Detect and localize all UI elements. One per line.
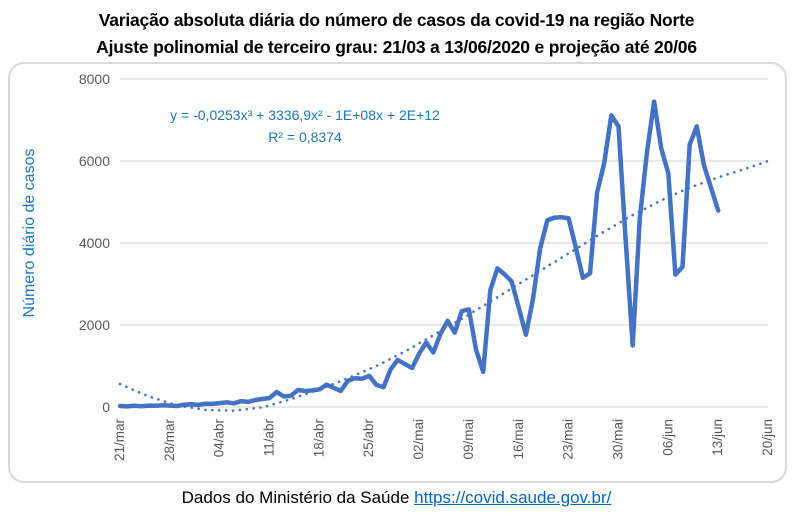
x-tick-label: 04/abr (212, 418, 227, 457)
cases-series-line (117, 99, 721, 409)
x-tick-label: 11/abr (262, 419, 277, 457)
x-tick-label: 09/mai (461, 419, 476, 460)
x-tick-label: 20/jun (760, 419, 775, 456)
x-tick-label: 23/mai (561, 419, 576, 460)
source-link[interactable]: https://covid.saude.gov.br/ (414, 488, 612, 507)
chart-title-block: Variação absoluta diária do número de ca… (0, 0, 793, 61)
y-tick-label: 6000 (79, 153, 110, 169)
y-tick-label: 0 (102, 399, 110, 415)
y-tick-label: 2000 (79, 317, 110, 333)
chart-title-line2: Ajuste polinomial de terceiro grau: 21/0… (96, 37, 697, 57)
chart-title-line1: Variação absoluta diária do número de ca… (98, 10, 695, 30)
trendline-equation: y = -0,0253x³ + 3336,9x² - 1E+08x + 2E+1… (120, 104, 490, 148)
y-axis-title: Número diário de casos (21, 148, 38, 318)
y-tick-label: 8000 (79, 71, 110, 87)
plot-area: 0 2000 4000 6000 8000 21/mar 28/mar 04/abr 11/ab… (79, 71, 775, 462)
source-text: Dados do Ministério da Saúde (181, 488, 410, 507)
source-footer: Dados do Ministério da Saúde https://cov… (0, 488, 793, 508)
x-tick-label: 06/jun (660, 419, 675, 456)
trendline-equation-r2: R² = 0,8374 (268, 129, 342, 145)
x-tick-label: 13/jun (710, 419, 725, 456)
x-tick-label: 28/mar (162, 419, 177, 462)
x-tick-label: 16/mai (511, 419, 526, 460)
y-tick-label: 4000 (79, 235, 110, 251)
x-tick-label: 21/mar (112, 419, 127, 462)
chart-frame: 0 2000 4000 6000 8000 21/mar 28/mar 04/abr 11/ab… (8, 62, 787, 483)
x-tick-label: 30/mai (610, 419, 625, 460)
x-tick-label: 02/mai (411, 419, 426, 460)
x-tick-label: 18/abr (311, 418, 326, 457)
trendline-equation-formula: y = -0,0253x³ + 3336,9x² - 1E+08x + 2E+1… (170, 107, 440, 123)
x-tick-label: 25/abr (361, 418, 376, 457)
